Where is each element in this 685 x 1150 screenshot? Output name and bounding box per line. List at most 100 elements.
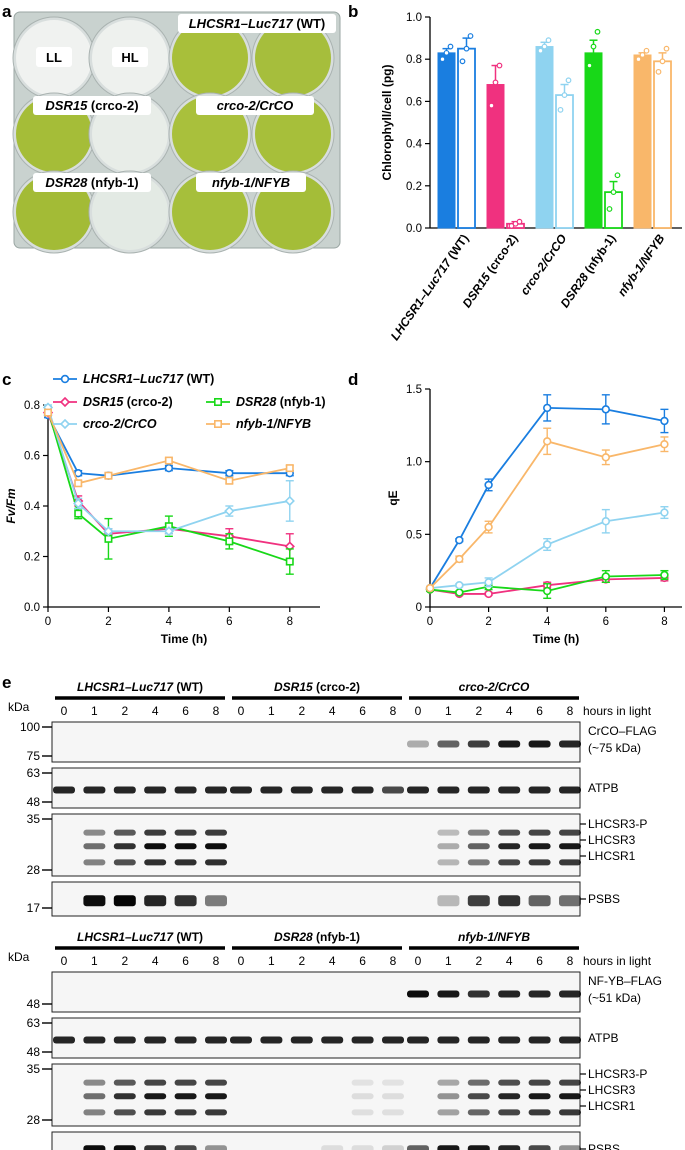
lane-hour-label: 4 — [329, 704, 336, 718]
y-tick-label: 0.2 — [406, 181, 422, 193]
well — [255, 174, 331, 250]
strain-label: DSR28 (nfyb-1) — [45, 175, 138, 190]
bar — [535, 46, 554, 229]
data-point — [488, 102, 495, 109]
lane-hour-label: 0 — [238, 954, 245, 968]
legend-label: crco-2/CrCO — [83, 417, 157, 431]
x-category-suffix: (WT) — [443, 232, 472, 265]
marker-circle — [225, 468, 234, 478]
protein-band — [321, 1036, 344, 1044]
data-point — [439, 56, 446, 63]
x-tick-label: 2 — [105, 616, 111, 628]
protein-band — [382, 1109, 404, 1116]
protein-band — [144, 843, 167, 850]
strain-label-box — [196, 96, 314, 115]
data-point — [516, 218, 523, 225]
panel-label-d: d — [348, 370, 358, 389]
protein-band — [351, 786, 374, 794]
marker-diamond — [103, 526, 114, 537]
data-point — [443, 49, 450, 56]
x-category-label: crco-2/CrCO — [517, 231, 569, 297]
protein-band — [83, 859, 106, 866]
blot-group-name: DSR28 — [274, 930, 313, 944]
protein-band — [498, 895, 521, 907]
x-category-name: LHCSR1–Luc717 — [388, 255, 455, 343]
protein-band — [467, 1109, 490, 1116]
protein-band — [260, 786, 283, 794]
protein-band — [174, 829, 197, 836]
lane-hour-label: 4 — [506, 954, 513, 968]
strain-label-name: crco-2/CrCO — [217, 98, 294, 113]
protein-band — [113, 859, 136, 866]
marker-circle — [455, 588, 464, 597]
protein-band — [382, 1036, 404, 1044]
data-point — [463, 45, 470, 52]
y-tick-label: 0.5 — [406, 529, 422, 541]
lane-hour-label: 1 — [268, 954, 275, 968]
protein-band — [230, 1036, 252, 1044]
x-category-name: crco-2/CrCO — [517, 231, 569, 297]
protein-band — [144, 895, 167, 907]
protein-band — [467, 843, 490, 850]
lane-hour-label: 8 — [567, 954, 574, 968]
well-label-box — [112, 47, 148, 67]
x-category-label: LHCSR1–Luc717 (WT) — [388, 232, 472, 343]
well-label: HL — [121, 50, 138, 65]
blot-group-name: crco-2/CrCO — [459, 680, 530, 694]
data-point — [635, 56, 642, 63]
lane-hour-label: 1 — [91, 704, 98, 718]
protein-band — [144, 1145, 167, 1150]
marker-circle — [601, 517, 611, 526]
kda-marker-label: 100 — [20, 720, 40, 734]
y-axis-label: qE — [386, 490, 400, 505]
strain-label-name: nfyb-1/NFYB — [212, 175, 290, 190]
band-label: PSBS — [588, 1142, 620, 1150]
marker-circle — [660, 416, 669, 426]
marker-diamond — [59, 418, 71, 430]
protein-band — [437, 1079, 460, 1086]
protein-band — [144, 1093, 167, 1100]
well-label: LL — [46, 50, 62, 65]
protein-band — [498, 829, 521, 836]
protein-band — [467, 1093, 490, 1100]
protein-band — [53, 1036, 75, 1044]
data-point — [557, 106, 564, 113]
kda-marker-label: 63 — [27, 1016, 41, 1030]
protein-band — [174, 1093, 197, 1100]
series-line — [47, 412, 290, 485]
bar — [437, 52, 456, 229]
well — [172, 20, 248, 96]
kda-marker-label: 63 — [27, 766, 41, 780]
protein-band — [290, 786, 313, 794]
x-category-suffix: (crco-2) — [482, 232, 521, 279]
data-point — [643, 47, 650, 54]
lane-hour-label: 2 — [298, 954, 305, 968]
protein-band — [321, 786, 344, 794]
protein-band — [83, 1109, 106, 1116]
protein-band — [382, 1093, 404, 1100]
blot-membrane — [51, 813, 581, 877]
blot-group-name: LHCSR1–Luc717 — [77, 680, 174, 694]
protein-band — [559, 895, 581, 907]
protein-band — [407, 740, 429, 748]
protein-band — [407, 1036, 429, 1044]
marker-circle — [484, 480, 493, 490]
protein-band — [498, 859, 521, 866]
strain-label-box — [33, 173, 151, 192]
protein-band — [351, 1036, 374, 1044]
data-point — [659, 58, 666, 65]
protein-band — [382, 786, 404, 794]
band-label: NF-YB–FLAG — [588, 974, 662, 988]
marker-square — [74, 509, 83, 518]
x-tick-label: 0 — [427, 616, 433, 628]
x-tick-label: 8 — [287, 616, 293, 628]
lane-hour-label: 8 — [390, 704, 397, 718]
protein-band — [528, 1079, 551, 1086]
protein-band — [437, 786, 460, 794]
blot-group-suffix: (crco-2) — [313, 680, 360, 694]
data-point — [606, 206, 613, 212]
protein-band — [83, 1036, 106, 1044]
well-label-box — [36, 47, 72, 67]
marker-circle — [60, 374, 70, 384]
data-point — [459, 58, 466, 65]
